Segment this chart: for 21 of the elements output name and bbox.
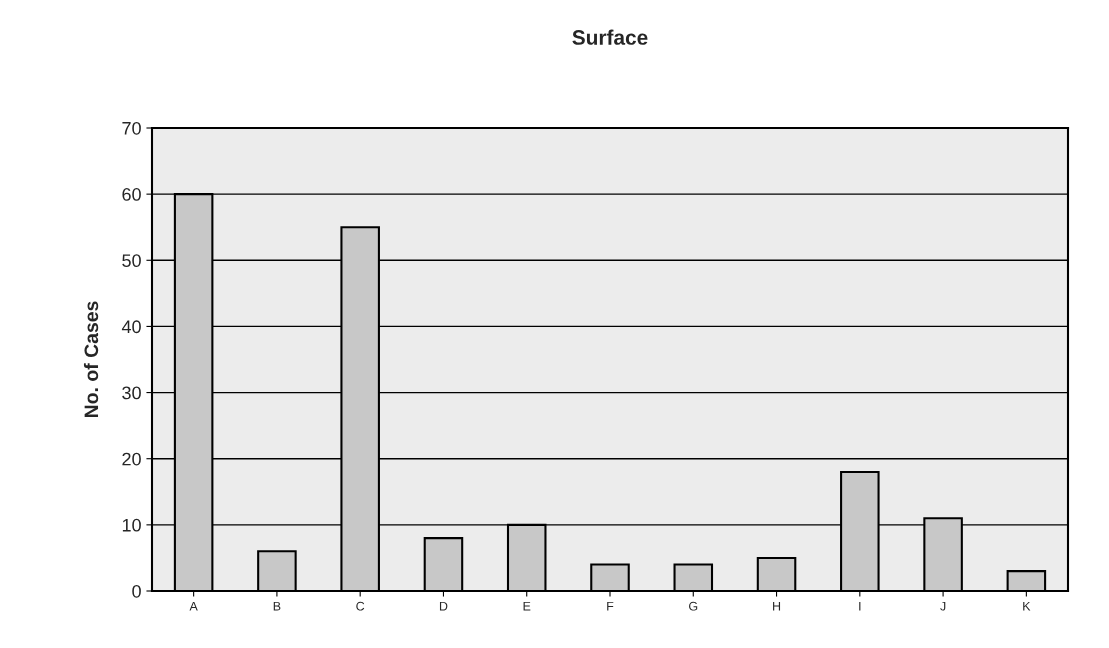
x-tick-label: K <box>1023 601 1031 611</box>
y-tick-label: 30 <box>122 386 141 400</box>
x-tick-label: B <box>273 601 281 611</box>
y-tick-label: 70 <box>122 121 141 135</box>
x-tick-label: A <box>189 601 198 611</box>
y-axis-title: No. of Cases <box>83 301 99 418</box>
x-tick-label: I <box>859 601 861 611</box>
x-tick-label: F <box>607 601 614 611</box>
x-tick-label: E <box>523 601 531 611</box>
x-tick-label: C <box>356 601 365 611</box>
x-tick-label: H <box>773 601 781 611</box>
y-tick-label: 40 <box>121 320 141 334</box>
y-tick-label: 20 <box>122 452 141 466</box>
x-tick-label: J <box>940 601 946 611</box>
y-tick-label: 10 <box>122 518 141 532</box>
x-tick-label: G <box>689 601 698 611</box>
x-tick-label: D <box>439 601 448 611</box>
y-tick-label: 50 <box>122 254 141 268</box>
chart-title: Surface <box>572 29 648 45</box>
y-tick-label: 60 <box>122 188 141 201</box>
y-tick-label: 0 <box>132 584 141 598</box>
